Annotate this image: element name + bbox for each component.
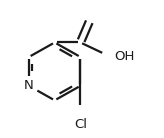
Text: Cl: Cl: [74, 118, 87, 131]
Text: OH: OH: [114, 51, 134, 63]
Text: N: N: [24, 79, 34, 92]
